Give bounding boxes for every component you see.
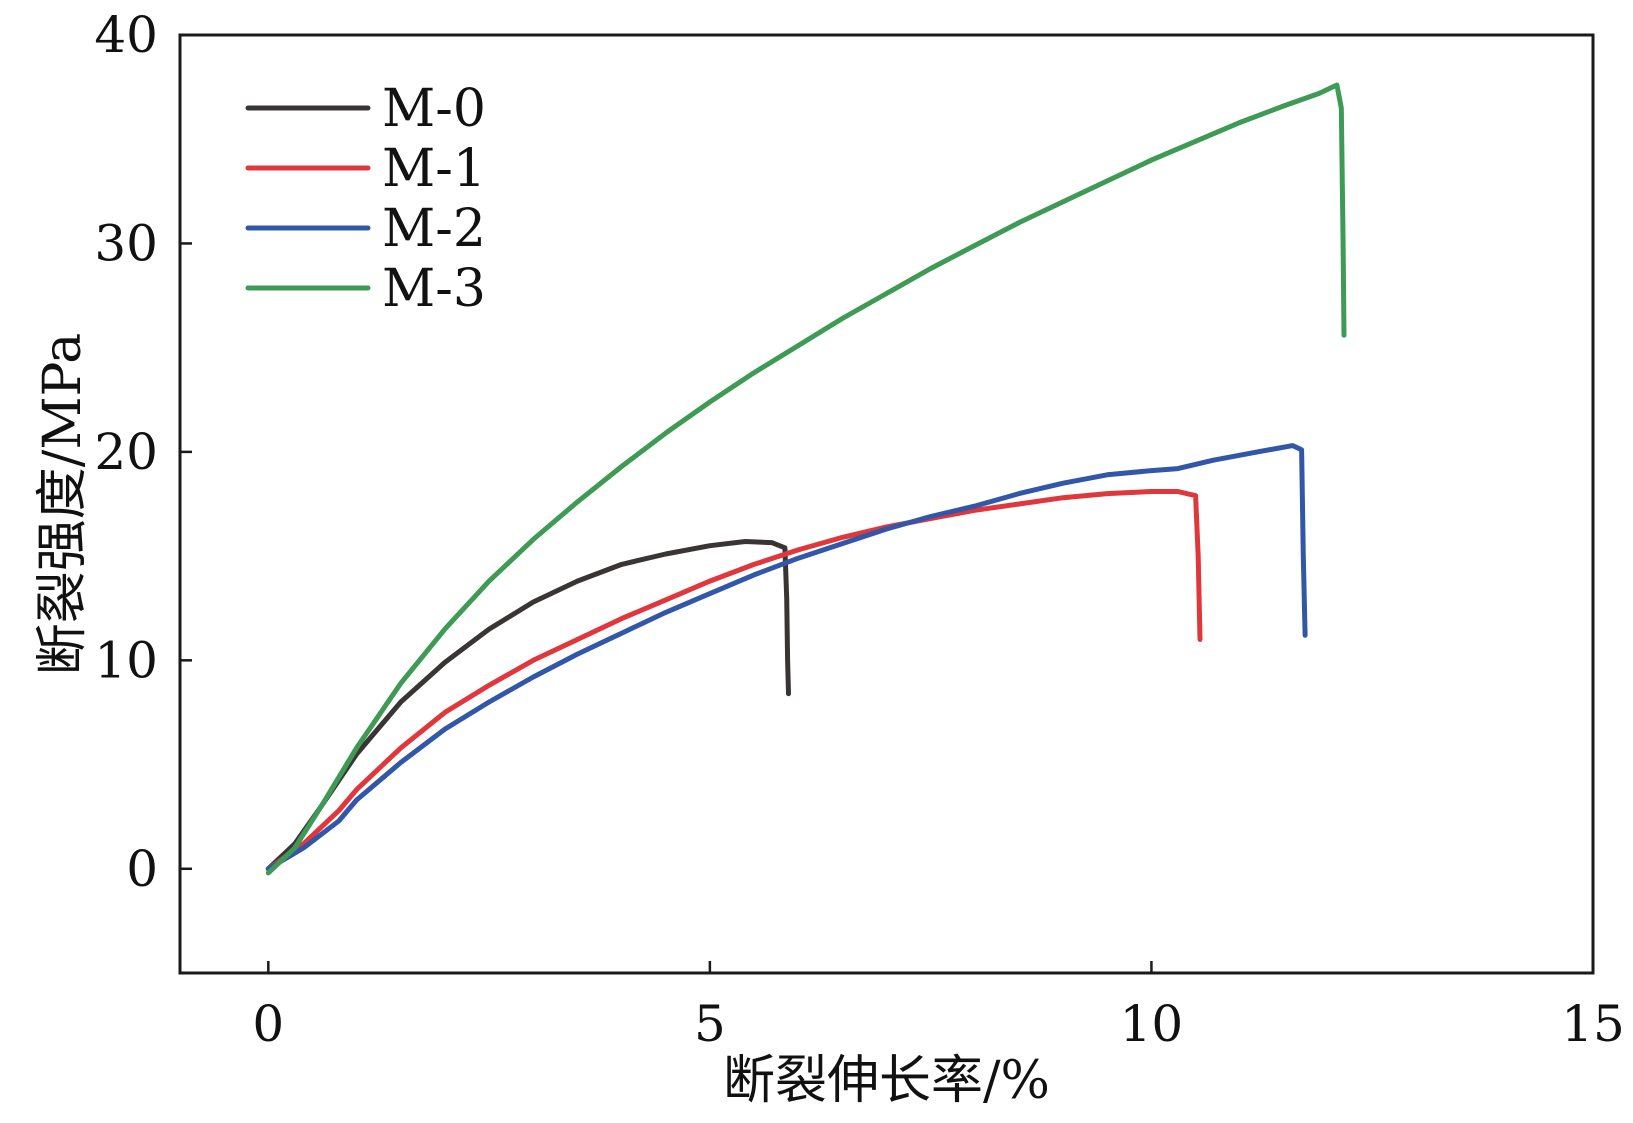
- series-line-M-1: [265, 489, 1203, 872]
- legend-label-M-2: M-2: [382, 199, 486, 259]
- y-tick-label-0: 0: [126, 840, 158, 898]
- series-line-M-3: [265, 82, 1347, 876]
- y-tick-label-2: 20: [94, 423, 158, 481]
- y-axis: 0 10 20 30 40: [94, 6, 192, 898]
- x-axis-title: 断裂伸长率/%: [723, 1051, 1050, 1111]
- legend-label-M-0: M-0: [382, 79, 486, 139]
- y-axis-title: 断裂强度/MPa: [33, 333, 93, 675]
- series-line-M-0: [265, 539, 791, 872]
- x-tick-label-1: 5: [694, 995, 726, 1053]
- y-tick-label-1: 10: [94, 631, 158, 689]
- y-tick-label-3: 30: [94, 214, 158, 272]
- plot-frame: [178, 33, 1595, 975]
- legend-label-M-1: M-1: [382, 139, 486, 199]
- x-tick-label-2: 10: [1120, 995, 1184, 1053]
- y-tick-label-4: 40: [94, 6, 158, 64]
- legend: M-0M-1M-2M-3: [245, 79, 486, 319]
- series-layer: [265, 82, 1347, 876]
- series-line-M-2: [265, 443, 1308, 872]
- x-tick-label-3: 15: [1561, 995, 1625, 1053]
- x-axis: 0 5 10 15: [252, 961, 1625, 1053]
- x-tick-label-0: 0: [252, 995, 284, 1053]
- legend-label-M-3: M-3: [382, 259, 486, 319]
